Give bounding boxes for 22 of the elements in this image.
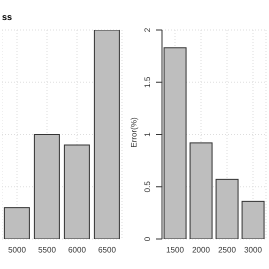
x-tick-label: 2500 xyxy=(218,246,236,255)
y-tick-label: 2 xyxy=(143,27,152,32)
bar xyxy=(242,200,265,239)
y-tick-label: 0 xyxy=(143,236,152,242)
x-tick-label: 6000 xyxy=(68,246,86,255)
y-tick-label: 1 xyxy=(143,132,152,137)
bar xyxy=(216,178,239,239)
y-tick-label: 0.5 xyxy=(143,180,152,192)
y-tick-label: 1.5 xyxy=(143,76,152,88)
bar xyxy=(34,134,60,239)
x-tick-label: 1500 xyxy=(166,246,184,255)
x-tick-label: 6500 xyxy=(98,246,116,255)
bar xyxy=(4,207,30,239)
x-tick-label: 5000 xyxy=(8,246,26,255)
bar xyxy=(94,30,120,239)
y-axis-title: Error(%) xyxy=(130,116,138,150)
bar xyxy=(64,144,90,239)
x-tick-label: 5500 xyxy=(38,246,56,255)
x-tick-label: 2000 xyxy=(192,246,210,255)
x-tick-label: 3000 xyxy=(244,246,262,255)
bar xyxy=(190,142,213,239)
chart-title: ss xyxy=(2,12,12,22)
